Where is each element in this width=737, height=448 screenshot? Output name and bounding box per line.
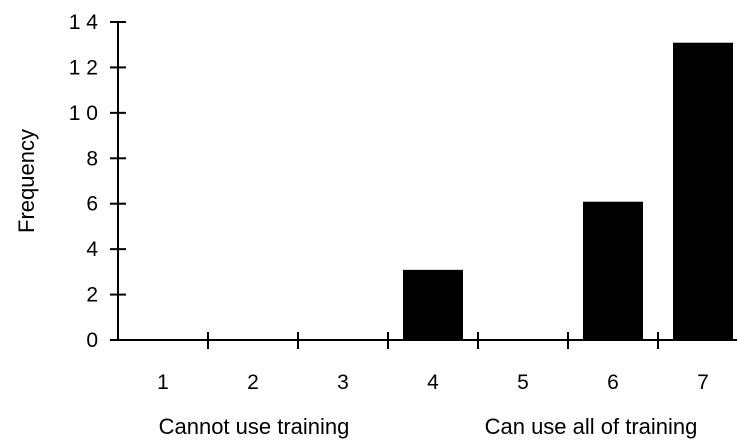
bars-group bbox=[403, 42, 733, 340]
x-tick-label: 6 bbox=[607, 371, 619, 394]
annotation-right: Can use all of training bbox=[485, 414, 698, 439]
x-tick-label: 1 bbox=[157, 371, 169, 394]
y-tick-label: 4 bbox=[86, 238, 98, 261]
y-axis-title: Frequency bbox=[14, 129, 39, 233]
x-tick-label: 4 bbox=[427, 371, 439, 394]
y-tick-label: 1 0 bbox=[69, 102, 98, 125]
x-ticks-group: 1 2 3 4 5 6 7 bbox=[157, 332, 709, 394]
y-tick-label: 1 2 bbox=[69, 56, 98, 79]
y-tick-label: 6 bbox=[86, 193, 98, 216]
bar-7 bbox=[673, 42, 733, 340]
x-tick-label: 2 bbox=[247, 371, 259, 394]
x-tick-label: 5 bbox=[517, 371, 529, 394]
y-tick-label: 0 bbox=[86, 329, 98, 352]
bar-4 bbox=[403, 269, 463, 340]
annotation-left: Cannot use training bbox=[159, 414, 350, 439]
x-tick-label: 7 bbox=[697, 371, 709, 394]
y-ticks-group: 0 2 4 6 8 1 0 1 2 1 4 bbox=[69, 11, 126, 352]
y-tick-label: 2 bbox=[86, 284, 98, 307]
y-tick-label: 8 bbox=[86, 147, 98, 170]
x-tick-label: 3 bbox=[337, 371, 349, 394]
bar-6 bbox=[583, 201, 643, 340]
y-tick-label: 1 4 bbox=[69, 11, 99, 34]
